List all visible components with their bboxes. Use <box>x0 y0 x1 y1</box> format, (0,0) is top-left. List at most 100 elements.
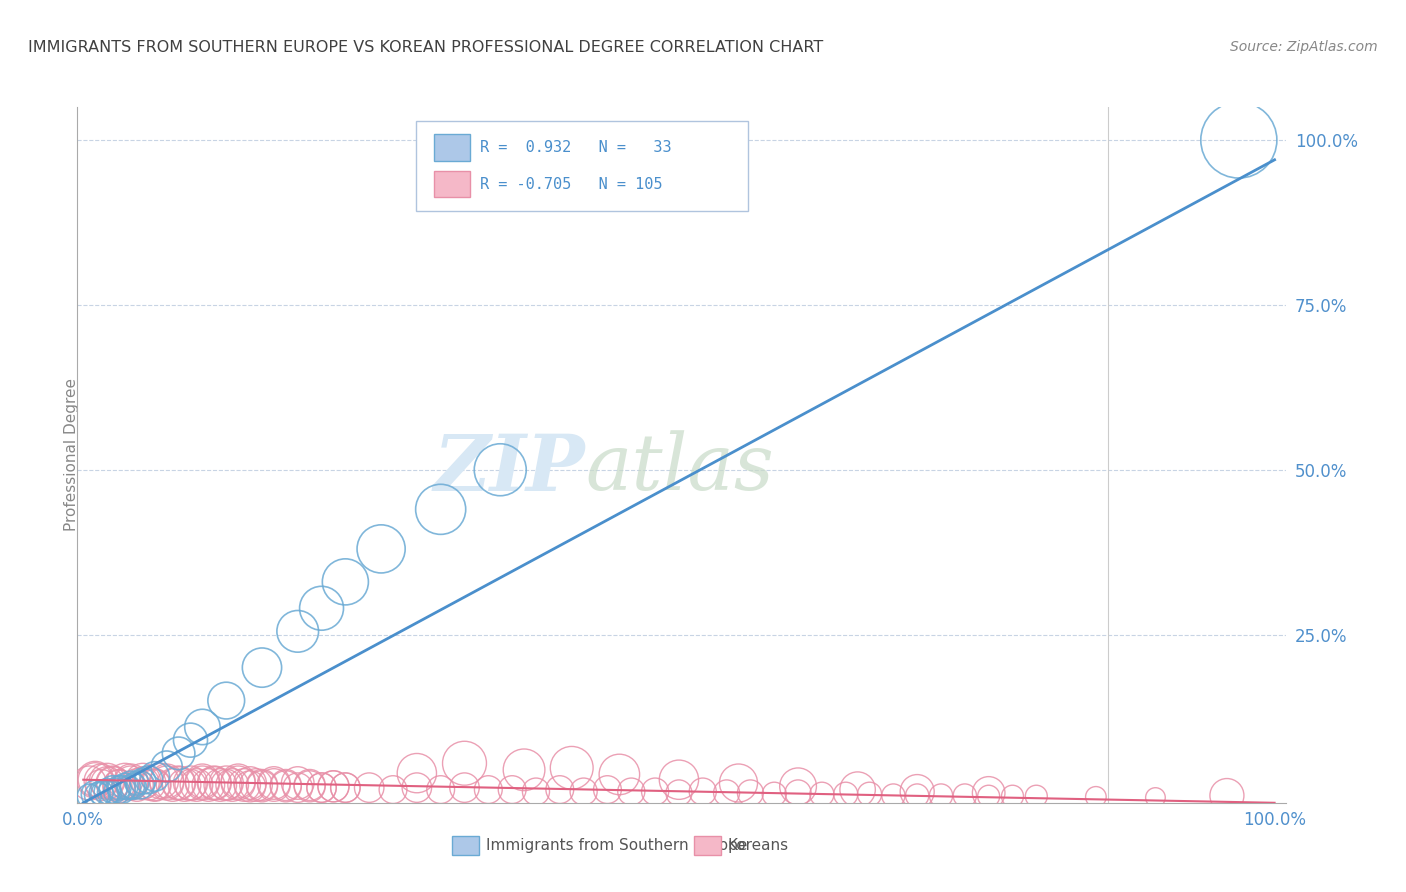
Point <box>93 787 115 801</box>
Point <box>548 782 571 797</box>
Point <box>740 786 762 800</box>
Point <box>335 780 357 795</box>
Point <box>120 774 142 789</box>
Point <box>905 789 928 803</box>
Point <box>311 601 333 615</box>
Bar <box>695 836 721 855</box>
Point <box>239 780 262 794</box>
Point <box>101 776 124 790</box>
Text: R =  0.932   N =   33: R = 0.932 N = 33 <box>479 140 672 155</box>
Point <box>250 780 273 794</box>
Text: IMMIGRANTS FROM SOUTHERN EUROPE VS KOREAN PROFESSIONAL DEGREE CORRELATION CHART: IMMIGRANTS FROM SOUTHERN EUROPE VS KOREA… <box>28 40 824 55</box>
Point <box>239 776 262 790</box>
Point <box>1001 789 1024 804</box>
Point <box>846 782 869 797</box>
Point <box>322 780 344 794</box>
Point <box>96 784 118 798</box>
Point <box>125 776 148 790</box>
Point <box>132 774 155 789</box>
Point <box>668 786 690 800</box>
Point <box>322 780 344 794</box>
Point <box>763 787 786 801</box>
Point <box>953 789 976 803</box>
Point <box>132 776 155 790</box>
Point <box>250 778 273 792</box>
Point <box>120 778 142 792</box>
Point <box>90 774 112 789</box>
Point <box>477 782 499 797</box>
Point <box>98 786 121 800</box>
Point <box>644 784 666 798</box>
Text: Immigrants from Southern Europe: Immigrants from Southern Europe <box>486 838 748 853</box>
Bar <box>434 171 470 197</box>
Point <box>173 778 195 792</box>
Point <box>287 780 309 795</box>
Point <box>167 776 190 790</box>
Point <box>620 784 643 798</box>
Point <box>86 789 108 803</box>
Point <box>120 776 142 790</box>
Point <box>162 778 184 792</box>
Point <box>668 772 690 787</box>
Point <box>929 789 952 803</box>
Point <box>287 776 309 790</box>
Text: Source: ZipAtlas.com: Source: ZipAtlas.com <box>1230 40 1378 54</box>
Point <box>96 774 118 789</box>
Point <box>233 778 256 792</box>
Point <box>716 786 738 800</box>
Point <box>692 784 714 798</box>
Point <box>197 778 219 792</box>
Point <box>226 774 249 789</box>
Point <box>311 780 333 795</box>
Point <box>101 776 124 790</box>
Point <box>858 787 880 801</box>
Point <box>561 761 583 775</box>
Point <box>811 787 834 801</box>
Point <box>84 772 107 787</box>
Point <box>143 778 166 792</box>
Point <box>335 780 357 795</box>
Point <box>489 463 512 477</box>
Point <box>84 787 107 801</box>
Point <box>609 767 631 781</box>
Point <box>84 772 107 787</box>
Point <box>143 778 166 792</box>
Point <box>226 776 249 790</box>
Point <box>90 778 112 792</box>
Point <box>370 541 392 556</box>
Point <box>1025 789 1047 804</box>
Text: atlas: atlas <box>585 431 773 507</box>
Text: ZIP: ZIP <box>433 431 585 507</box>
Point <box>156 774 179 789</box>
Point <box>117 780 139 795</box>
Point <box>977 786 1000 800</box>
Point <box>149 774 172 789</box>
Point <box>191 720 214 734</box>
Point <box>405 780 427 795</box>
Point <box>202 776 225 790</box>
Point <box>263 778 285 792</box>
Point <box>1227 133 1250 147</box>
Point <box>96 776 118 790</box>
Point <box>108 780 131 794</box>
Point <box>298 778 321 792</box>
Point <box>122 780 145 794</box>
Point <box>108 780 131 795</box>
Point <box>335 574 357 589</box>
Point <box>179 733 201 747</box>
Point <box>429 502 451 516</box>
Point <box>287 624 309 639</box>
Point <box>179 778 201 792</box>
Y-axis label: Professional Degree: Professional Degree <box>65 378 79 532</box>
Point <box>311 780 333 795</box>
Point <box>359 780 381 795</box>
Point <box>245 778 267 792</box>
Bar <box>453 836 479 855</box>
Point <box>90 786 112 800</box>
Point <box>524 784 547 798</box>
Point <box>501 782 523 797</box>
Point <box>453 756 475 771</box>
Point <box>250 660 273 674</box>
Point <box>1084 789 1107 804</box>
Point <box>882 789 904 803</box>
